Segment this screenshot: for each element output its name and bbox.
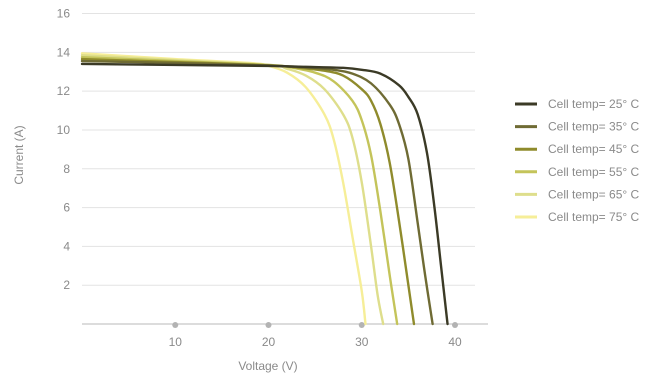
- gridlines: [82, 13, 475, 286]
- legend-label: Cell temp= 65° C: [548, 187, 640, 201]
- legend-label: Cell temp= 55° C: [548, 165, 640, 179]
- y-tick-label: 2: [63, 278, 70, 292]
- y-tick-label: 14: [57, 45, 71, 59]
- y-axis-ticks: 2 4 6 8 10 12 14 16: [57, 7, 71, 293]
- x-tick-marker: [452, 322, 458, 328]
- x-tick-label: 30: [355, 335, 369, 349]
- legend-label: Cell temp= 45° C: [548, 142, 640, 156]
- x-tick-marker: [172, 322, 179, 328]
- x-tick-label: 10: [169, 335, 183, 349]
- series-lines: [80, 52, 449, 326]
- series-line-4: [80, 54, 385, 326]
- series-line-5: [80, 52, 367, 326]
- legend-label: Cell temp= 25° C: [548, 97, 640, 111]
- x-tick-label: 20: [262, 335, 276, 349]
- x-axis-label: Voltage (V): [238, 359, 297, 373]
- y-tick-label: 8: [63, 162, 70, 176]
- legend-label: Cell temp= 75° C: [548, 210, 640, 224]
- x-axis: 10 20 30 40: [82, 322, 488, 349]
- series-line-0: [80, 62, 449, 326]
- x-tick-label: 40: [448, 335, 462, 349]
- y-tick-label: 10: [57, 123, 71, 137]
- series-line-3: [80, 55, 399, 326]
- y-tick-label: 16: [57, 7, 71, 21]
- series-line-1: [80, 59, 434, 326]
- x-tick-marker: [358, 322, 365, 328]
- y-axis-label: Current (A): [12, 125, 26, 184]
- y-tick-label: 12: [57, 84, 71, 98]
- x-tick-marker: [265, 322, 272, 328]
- legend-label: Cell temp= 35° C: [548, 120, 640, 134]
- y-tick-label: 4: [63, 239, 70, 253]
- legend: Cell temp= 25° C Cell temp= 35° C Cell tem…: [515, 97, 640, 224]
- y-tick-label: 6: [63, 201, 70, 215]
